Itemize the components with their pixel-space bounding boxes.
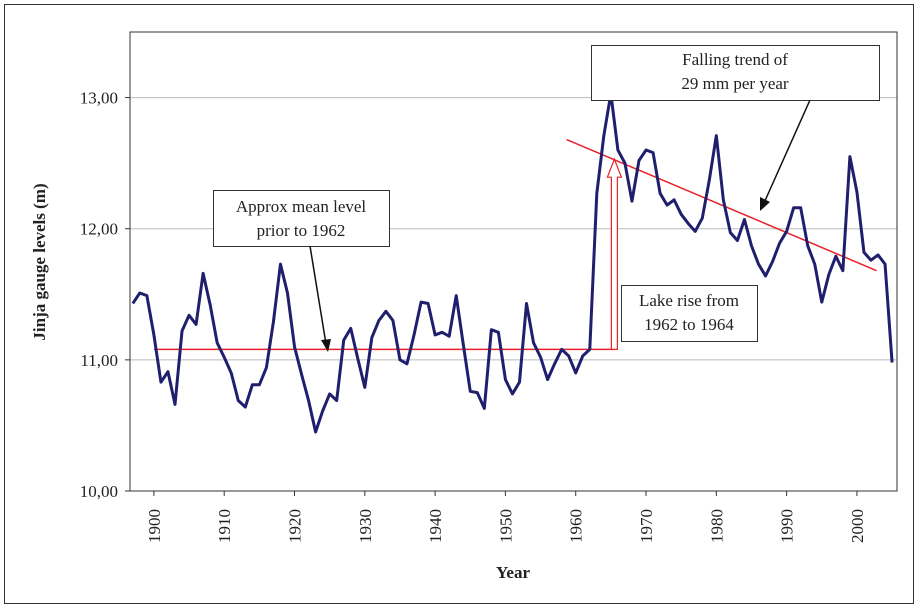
- x-tick-label: 1920: [286, 509, 305, 543]
- annotation-arrow: [309, 245, 327, 345]
- rise-arrow: [606, 157, 623, 350]
- x-axis-label: Year: [496, 563, 530, 582]
- x-tick-label: 1990: [778, 509, 797, 543]
- annotation-arrow: [763, 99, 811, 204]
- annotation-text: Lake rise from: [639, 291, 739, 310]
- arrow-head: [321, 339, 331, 352]
- x-tick-label: 1940: [426, 509, 445, 543]
- arrow-head: [760, 197, 770, 211]
- annotation-box: [591, 45, 880, 101]
- annotation-text: 1962 to 1964: [644, 315, 734, 334]
- annotation-text: 29 mm per year: [681, 74, 788, 93]
- annotation-text: Falling trend of: [682, 50, 788, 69]
- annotation: Lake rise from 1962 to 1964: [621, 285, 758, 342]
- annotation-text: prior to 1962: [257, 221, 346, 240]
- x-tick-label: 1900: [145, 509, 164, 543]
- y-axis-label: Jinja gauge levels (m): [30, 183, 49, 340]
- annotation-text: Approx mean level: [236, 197, 367, 216]
- y-tick-label: 11,00: [80, 351, 118, 370]
- plot-area: [129, 31, 898, 492]
- x-tick-label: 2000: [848, 509, 867, 543]
- reference-line: [566, 138, 877, 272]
- grid: [130, 97, 897, 492]
- x-tick-label: 1950: [496, 509, 515, 543]
- x-tick-label: 1910: [215, 509, 234, 543]
- marks: [131, 92, 894, 434]
- y-tick-label: 12,00: [80, 220, 118, 239]
- x-tick-label: 1930: [356, 509, 375, 543]
- annotation: Falling trend of 29 mm per year: [591, 45, 880, 211]
- y-tick-label: 13,00: [80, 89, 118, 108]
- y-tick-label: 10,00: [80, 482, 118, 501]
- annotation-box: [213, 190, 390, 247]
- x-tick-label: 1960: [567, 509, 586, 543]
- annotation: Approx mean level prior to 1962: [213, 190, 390, 352]
- x-tick-label: 1970: [637, 509, 656, 543]
- frame: [4, 4, 914, 604]
- annotation-box: [621, 285, 758, 342]
- x-tick-label: 1980: [707, 509, 726, 543]
- series-line: [131, 92, 894, 434]
